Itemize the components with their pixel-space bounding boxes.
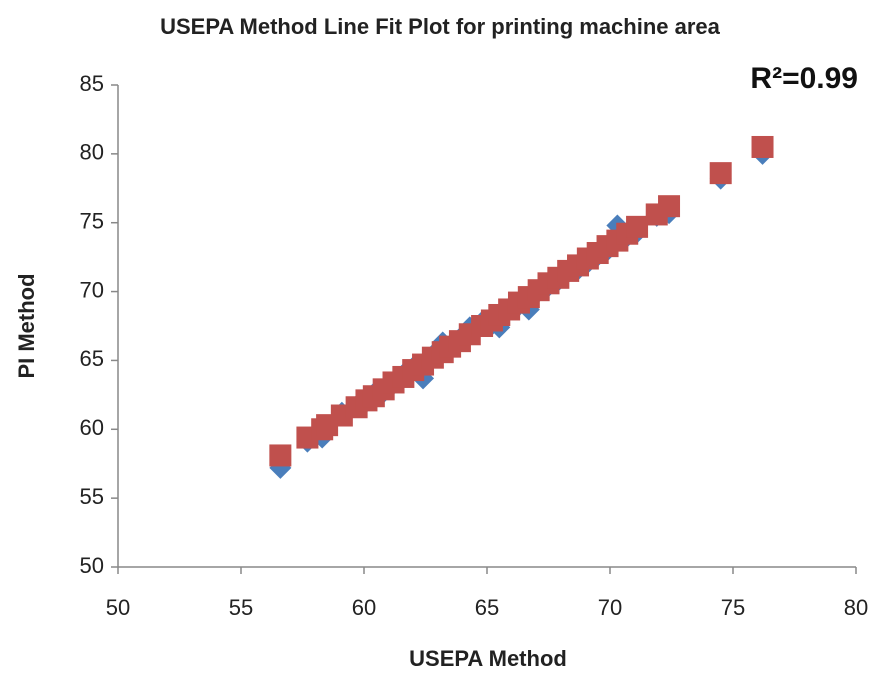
y-axis-title: PI Method	[14, 273, 39, 378]
square-point	[269, 444, 292, 467]
y-tick-label: 70	[80, 277, 104, 302]
y-tick-label: 85	[80, 71, 104, 96]
x-tick-label: 65	[475, 595, 499, 620]
x-tick-label: 80	[844, 595, 868, 620]
y-tick-label: 60	[80, 415, 104, 440]
x-tick-label: 60	[352, 595, 376, 620]
x-tick-label: 70	[598, 595, 622, 620]
y-tick-label: 75	[80, 209, 104, 234]
square-point	[709, 162, 732, 185]
y-tick-label: 65	[80, 346, 104, 371]
x-tick-label: 55	[229, 595, 253, 620]
x-tick-label: 50	[106, 595, 130, 620]
square-point	[626, 215, 649, 238]
r-squared-annotation: R²=0.99	[750, 62, 858, 95]
y-tick-label: 55	[80, 484, 104, 509]
chart-title: USEPA Method Line Fit Plot for printing …	[160, 14, 721, 39]
x-tick-label: 75	[721, 595, 745, 620]
y-tick-label: 50	[80, 553, 104, 578]
square-point	[751, 135, 774, 158]
square-point	[658, 195, 681, 218]
y-tick-label: 80	[80, 140, 104, 165]
x-axis-title: USEPA Method	[409, 646, 567, 671]
